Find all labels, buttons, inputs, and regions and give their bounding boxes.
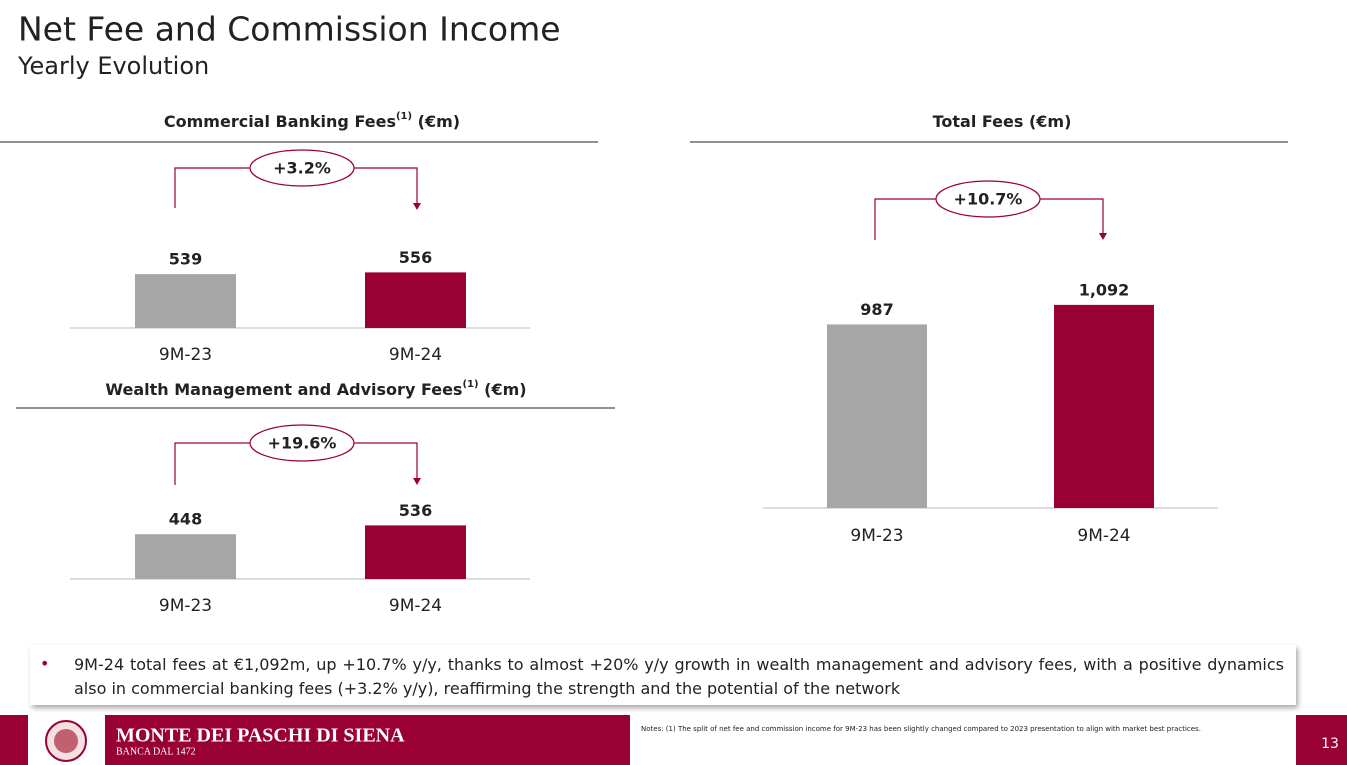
- x-tick-label: 9M-23: [159, 345, 212, 365]
- chart-title-text: Total Fees: [933, 112, 1024, 131]
- bar: [135, 534, 236, 579]
- annotation: +19.6%: [268, 434, 337, 453]
- bar: [1054, 304, 1154, 508]
- annotation-ellipse: [249, 424, 355, 462]
- x-tick-label: 9M-24: [1077, 526, 1130, 546]
- value-label: 448: [169, 510, 202, 529]
- title-unit: (€m): [1029, 112, 1071, 131]
- value-label: 987: [860, 300, 893, 319]
- slide-subtitle: Yearly Evolution: [17, 52, 209, 80]
- value-label: 556: [399, 248, 432, 267]
- chart-title: Commercial Banking Fees(1) (€m): [164, 111, 460, 131]
- chart-title: Wealth Management and Advisory Fees(1) (…: [105, 379, 526, 399]
- bullet-box: • 9M-24 total fees at €1,092m, up +10.7%…: [30, 645, 1296, 705]
- value-label: 536: [399, 501, 432, 520]
- arrow-head: [413, 478, 421, 485]
- page-number: 13: [1321, 736, 1339, 752]
- chart-title-text: Wealth Management and Advisory Fees: [105, 380, 462, 399]
- value-label: 539: [169, 250, 202, 269]
- annotation-ellipse: [249, 149, 355, 187]
- chart-title-text: Commercial Banking Fees: [164, 112, 396, 131]
- title-note: (1): [396, 111, 412, 122]
- slide-title: Net Fee and Commission Income: [18, 10, 561, 49]
- bullet-marker: •: [40, 654, 50, 673]
- annotation: +10.7%: [954, 190, 1023, 209]
- title-unit: (€m): [418, 112, 460, 131]
- title-note: (1): [462, 379, 478, 390]
- bar: [365, 272, 466, 328]
- chart-title: Total Fees (€m): [933, 112, 1072, 131]
- x-tick-label: 9M-24: [389, 345, 442, 365]
- arrow-head: [413, 203, 421, 210]
- x-tick-label: 9M-23: [850, 526, 903, 546]
- arrow-head: [1099, 233, 1107, 240]
- bar: [365, 525, 466, 579]
- value-label: 1,092: [1079, 280, 1130, 299]
- annotation: +3.2%: [273, 159, 331, 178]
- title-unit: (€m): [484, 380, 526, 399]
- x-tick-label: 9M-23: [159, 596, 212, 616]
- annotation-ellipse: [935, 180, 1041, 218]
- bar: [135, 274, 236, 328]
- x-tick-label: 9M-24: [389, 596, 442, 616]
- brand: MONTE DEI PASCHI DI SIENA: [116, 725, 405, 747]
- bar: [827, 324, 927, 508]
- bullet-text: 9M-24 total fees at €1,092m, up +10.7% y…: [74, 655, 1284, 698]
- notes: Notes: (1) The split of net fee and comm…: [641, 725, 1201, 733]
- tagline: BANCA DAL 1472: [116, 746, 196, 757]
- page-box: [1296, 715, 1347, 765]
- logo-inner: [54, 729, 78, 753]
